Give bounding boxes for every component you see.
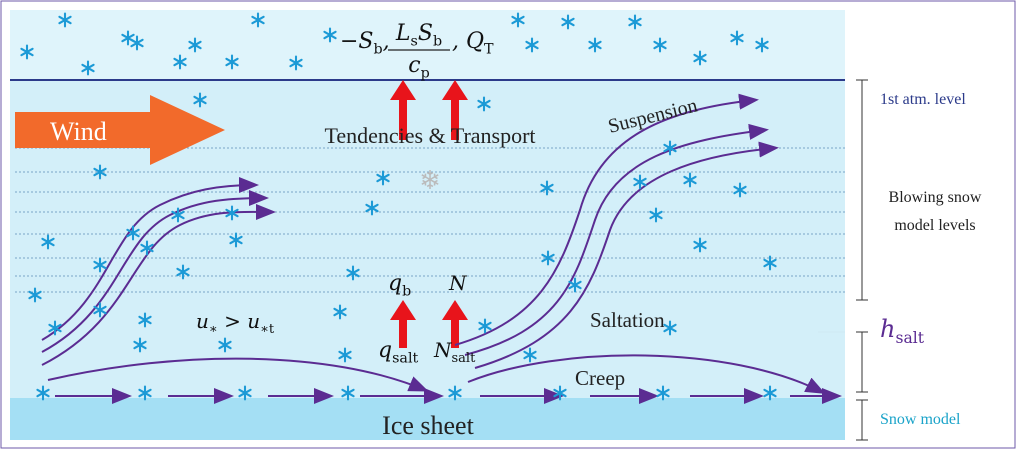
math-text: N bbox=[448, 271, 468, 295]
math-text: q bbox=[388, 271, 402, 296]
math-text: , Q bbox=[452, 29, 484, 54]
math-text: q bbox=[378, 338, 392, 363]
math-flux-left: −Sb, bbox=[340, 29, 390, 58]
subscript: s bbox=[411, 34, 418, 50]
grey-flake: ❄ bbox=[419, 166, 441, 196]
math-text: N bbox=[433, 338, 453, 362]
snow-model-label: Snow model bbox=[880, 411, 961, 428]
math-text: , bbox=[383, 29, 390, 54]
math-text: c bbox=[408, 53, 420, 78]
subscript: salt bbox=[895, 329, 924, 347]
subscript: salt bbox=[452, 351, 477, 366]
blowing-label: Blowing snow bbox=[889, 189, 982, 206]
creep-label: Creep bbox=[575, 366, 625, 390]
wind-label: Wind bbox=[50, 117, 107, 146]
blowing-label: model levels bbox=[894, 217, 975, 234]
subscript: b bbox=[402, 284, 411, 300]
math-text: > u bbox=[218, 309, 260, 333]
math-text: h bbox=[880, 315, 895, 343]
ice-sheet-label: Ice sheet bbox=[382, 411, 474, 440]
subscript: ∗ bbox=[209, 322, 218, 337]
subscript: b bbox=[374, 42, 383, 58]
atm-level-label: 1st atm. level bbox=[880, 91, 966, 108]
subscript: p bbox=[421, 66, 430, 82]
subscript: salt bbox=[392, 351, 418, 367]
subscript: b bbox=[433, 34, 442, 50]
tendencies-label: Tendencies & Transport bbox=[324, 123, 535, 148]
subscript: T bbox=[484, 42, 494, 58]
math-text: u bbox=[196, 309, 209, 333]
saltation-label: Saltation bbox=[590, 308, 665, 332]
math-text: −S bbox=[340, 29, 374, 54]
math-h-salt: hsalt bbox=[880, 315, 925, 347]
math-text: S bbox=[418, 21, 433, 46]
math-n: N bbox=[448, 271, 468, 295]
math-text: L bbox=[395, 21, 411, 46]
subscript: ∗t bbox=[260, 322, 275, 337]
diagram: Wind ❄ Tendencies & Transport Suspension… bbox=[0, 0, 1016, 449]
